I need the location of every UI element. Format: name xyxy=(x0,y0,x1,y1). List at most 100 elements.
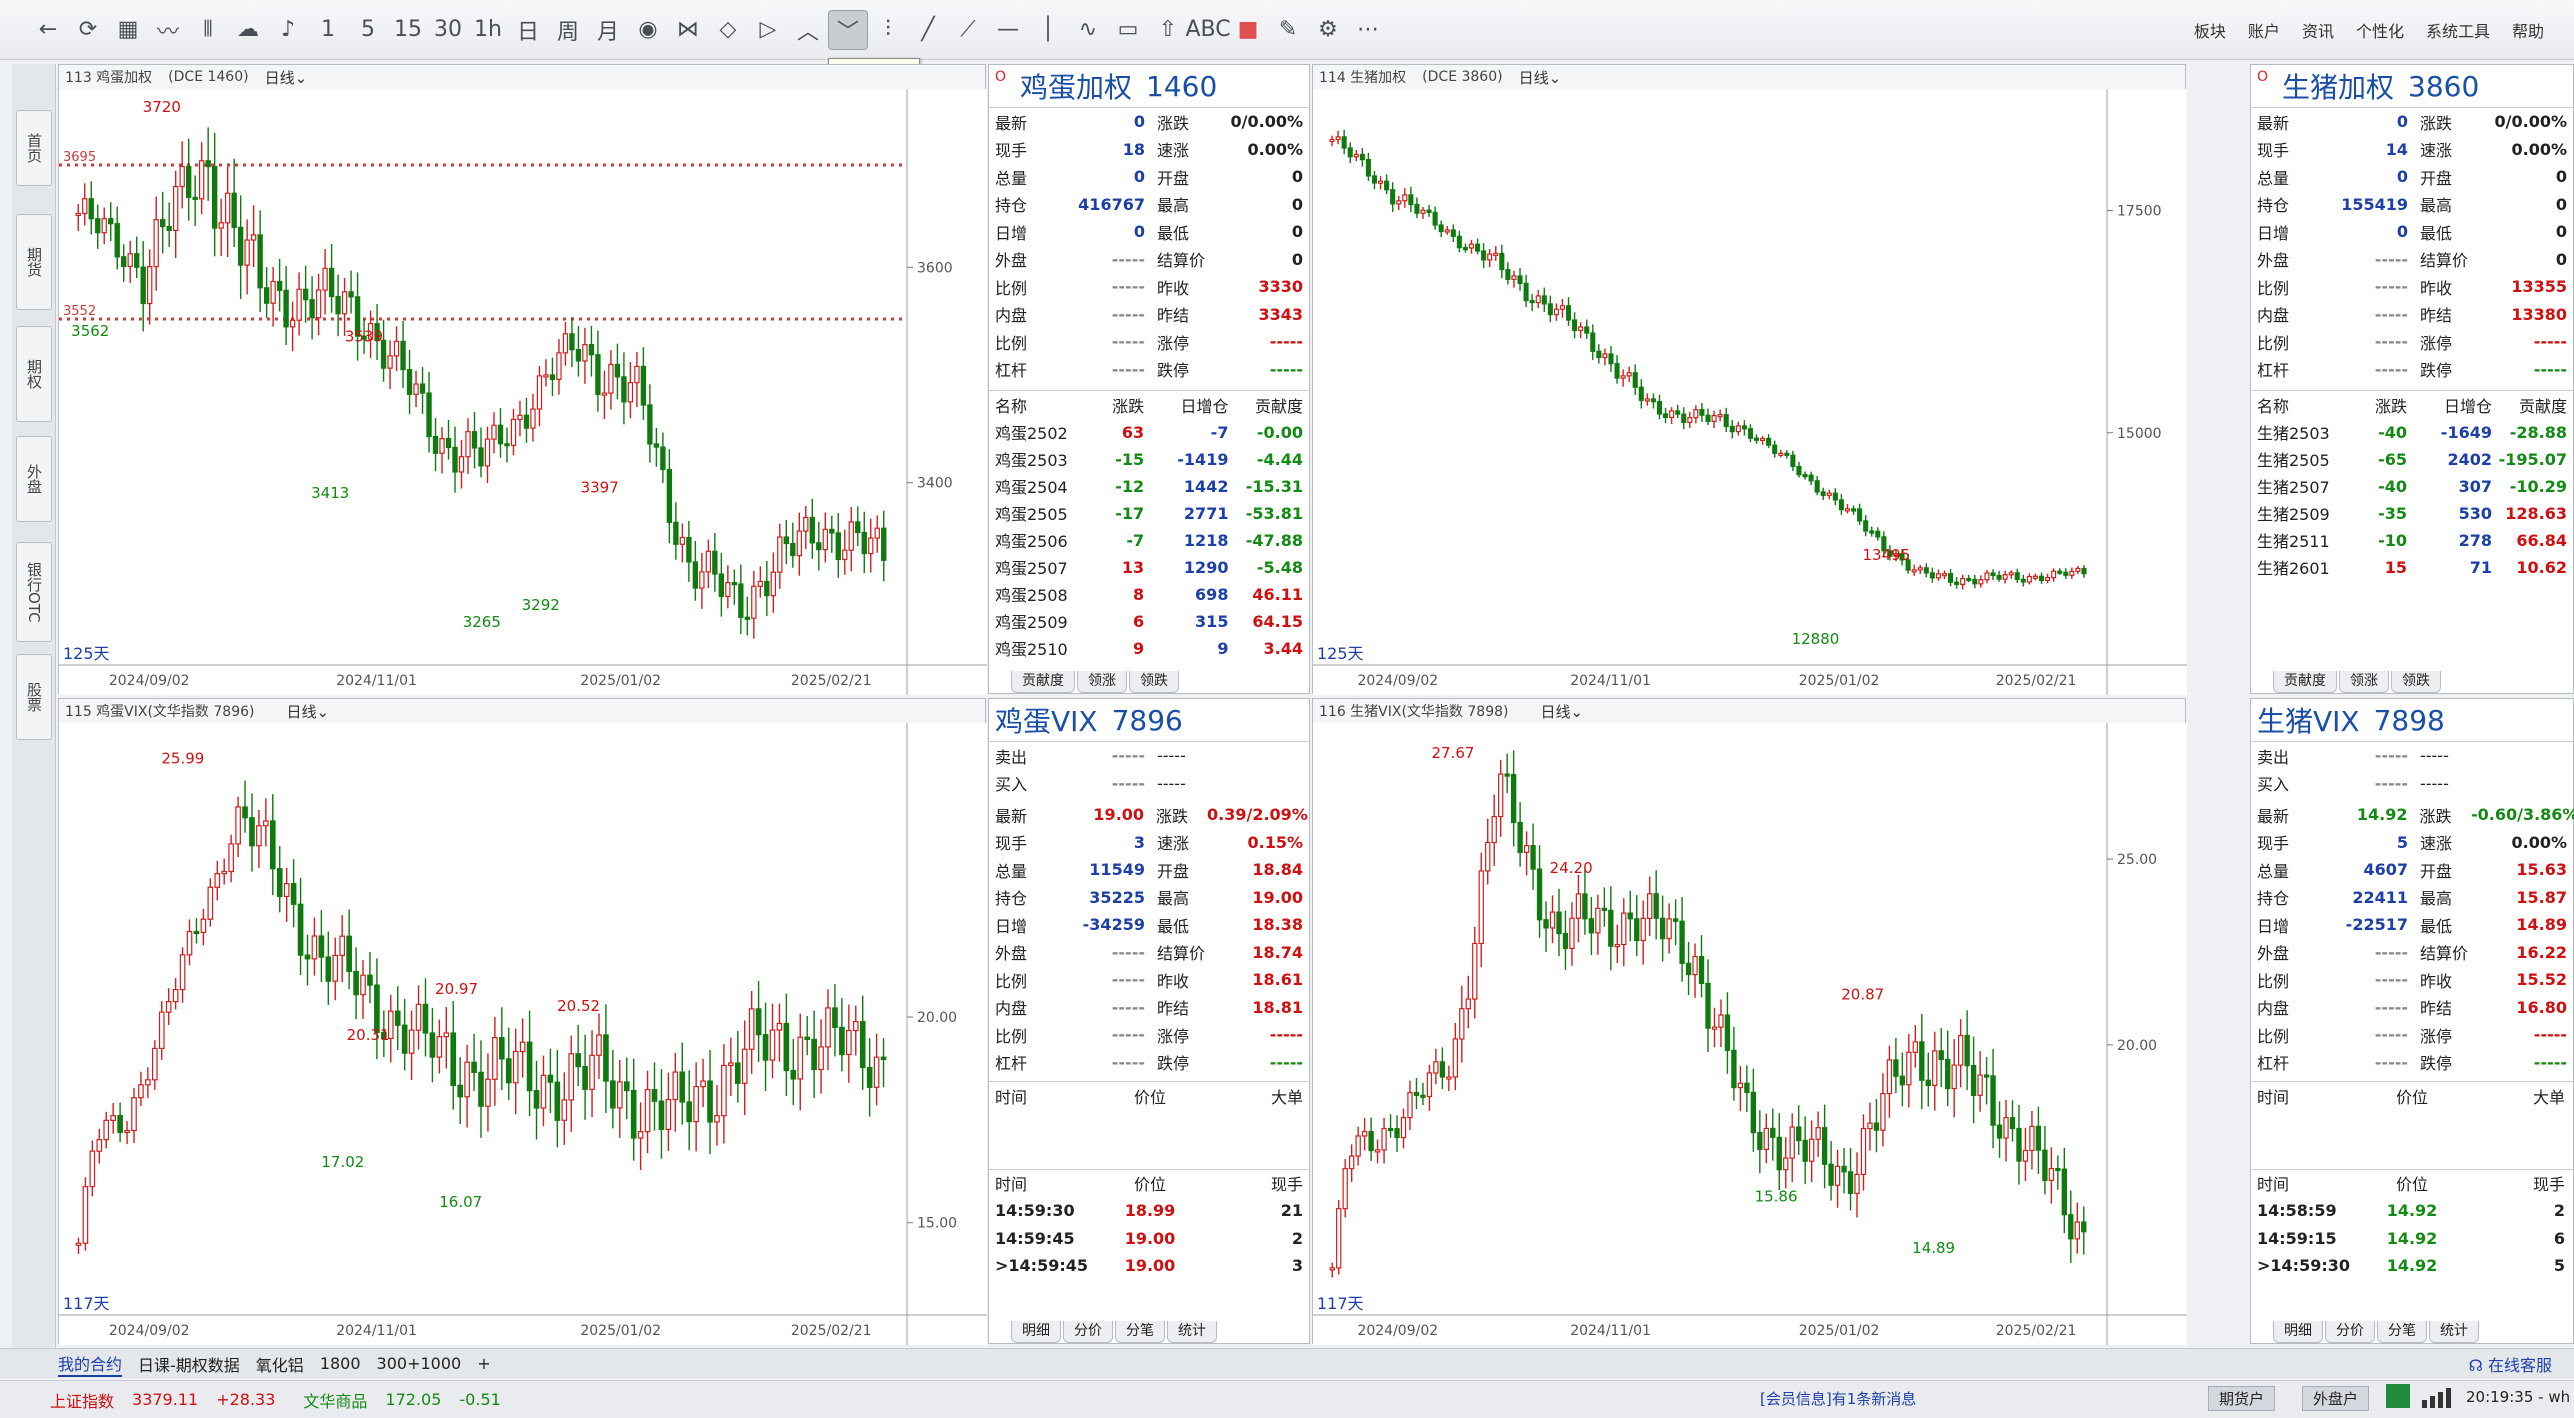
quote-subtab[interactable]: 分价 xyxy=(1063,1321,1113,1343)
quote-subtab[interactable]: 明细 xyxy=(1011,1321,1061,1343)
contract-list-row[interactable]: 鸡蛋2503 -15 -1419 -4.44 xyxy=(995,446,1303,473)
chart-line-icon[interactable]: 〰 xyxy=(156,19,179,45)
quote-subtab[interactable]: 分价 xyxy=(2325,1321,2375,1343)
menu-item[interactable]: 帮助 xyxy=(2511,22,2544,41)
up-arrow-icon[interactable]: ⇧ xyxy=(1158,17,1178,42)
futures-account-button[interactable]: 期货户 xyxy=(2208,1386,2276,1411)
candlestick-chart[interactable]: 25.00 20.00 27.67 24.20 15.86 20.87 14.89 117天 2… xyxy=(1313,723,2187,1345)
arrow-right-icon[interactable]: ▷ xyxy=(759,17,777,42)
bowtie-icon[interactable]: ⋈ xyxy=(677,17,699,42)
period-button-7[interactable]: 1 xyxy=(321,17,335,42)
contract-list-row[interactable]: 鸡蛋2508 8 698 46.11 xyxy=(995,581,1303,608)
bottom-tab[interactable]: 1800 xyxy=(319,1354,361,1373)
period-button-8[interactable]: 5 xyxy=(361,17,375,42)
more-icon[interactable]: ⋯ xyxy=(1357,17,1379,42)
period-dropdown[interactable]: 日线⌄ xyxy=(265,67,308,88)
period-button-11[interactable]: 1h xyxy=(474,17,502,42)
chevron-up-icon[interactable]: ︿ xyxy=(796,19,819,45)
vline-icon[interactable]: │ xyxy=(1041,17,1055,42)
candlestick-chart[interactable]: 3600 3400 3695 3552 3720 3562 3539 3413 3397 3265… xyxy=(59,89,987,695)
period-button-14[interactable]: 月 xyxy=(596,19,619,45)
contract-list-row[interactable]: 鸡蛋2506 -7 1218 -47.88 xyxy=(995,527,1303,554)
online-service-link[interactable]: ☊ 在线客服 xyxy=(2468,1356,2552,1375)
menu-item[interactable]: 账户 xyxy=(2247,22,2280,41)
chart-panel[interactable]: 115 鸡蛋VIX(文华指数 7896) 日线⌄ 20.00 15.00 25.99 20… xyxy=(58,698,987,1345)
quote-subtab[interactable]: 贡献度 xyxy=(2273,671,2337,693)
sidebar-tab[interactable]: 外盘 xyxy=(16,436,52,522)
wave-icon[interactable]: ∿ xyxy=(1078,17,1098,42)
split-icon[interactable]: ⫶ xyxy=(885,17,891,42)
contract-list-row[interactable]: 鸡蛋2510 9 9 3.44 xyxy=(995,635,1303,662)
chevron-down-icon[interactable]: ﹀ xyxy=(828,9,868,50)
chart-panel[interactable]: 116 生猪VIX(文华指数 7898) 日线⌄ 25.00 20.00 27.67 24… xyxy=(1312,698,2187,1345)
chart-panel[interactable]: 114 生猪加权 (DCE 3860) 日线⌄ 17500 15000 13495 1288… xyxy=(1312,64,2187,695)
bottom-tab[interactable]: 日课-期权数据 xyxy=(138,1355,240,1375)
period-dropdown[interactable]: 日线⌄ xyxy=(286,701,329,722)
candle-body xyxy=(1886,1059,1893,1095)
quote-subtab[interactable]: 领跌 xyxy=(1129,671,1179,693)
period-dropdown[interactable]: 日线⌄ xyxy=(1519,67,1562,88)
gear-icon[interactable]: ⚙ xyxy=(1318,17,1338,42)
member-message[interactable]: [会员信息]有1条新消息 xyxy=(1760,1390,1917,1408)
period-button-12[interactable]: 日 xyxy=(516,19,539,45)
contract-list-row[interactable]: 生猪2509 -35 530 128.63 xyxy=(2257,500,2567,527)
kline-icon[interactable]: ⫴ xyxy=(203,17,213,42)
quote-subtab[interactable]: 统计 xyxy=(2429,1321,2479,1343)
contract-list-row[interactable]: 生猪2505 -65 2402 -195.07 xyxy=(2257,446,2567,473)
bottom-tab[interactable]: 300+1000 xyxy=(376,1354,462,1373)
index1-name[interactable]: 上证指数 xyxy=(50,1391,115,1411)
chart-panel[interactable]: 113 鸡蛋加权 (DCE 1460) 日线⌄ 3600 3400 3695 3552 372… xyxy=(58,64,987,695)
candlestick-chart[interactable]: 20.00 15.00 25.99 20.31 17.02 20.97 16.07 20.52… xyxy=(59,723,987,1345)
contract-list-row[interactable]: 鸡蛋2509 6 315 64.15 xyxy=(995,608,1303,635)
menu-item[interactable]: 资讯 xyxy=(2301,22,2334,41)
quote-subtab[interactable]: 统计 xyxy=(1167,1321,1217,1343)
arrow-left-icon[interactable]: ◇ xyxy=(719,17,737,42)
contract-list-row[interactable]: 鸡蛋2504 -12 1442 -15.31 xyxy=(995,473,1303,500)
quote-subtab[interactable]: 领跌 xyxy=(2391,671,2441,693)
foreign-account-button[interactable]: 外盘户 xyxy=(2302,1386,2370,1411)
eye-icon[interactable]: ◉ xyxy=(638,17,658,42)
sidebar-tab[interactable]: 银行OTC xyxy=(16,542,52,642)
draw-line-icon[interactable]: ╱ xyxy=(921,17,935,42)
sidebar-tab[interactable]: 期货 xyxy=(16,214,52,310)
contract-list-row[interactable]: 生猪2503 -40 -1649 -28.88 xyxy=(2257,419,2567,446)
quote-subtab[interactable]: 分笔 xyxy=(2377,1321,2427,1343)
period-button-10[interactable]: 30 xyxy=(434,17,462,42)
quote-subtab[interactable]: 明细 xyxy=(2273,1321,2323,1343)
refresh-icon[interactable]: ⟳ xyxy=(78,17,98,42)
period-button-13[interactable]: 周 xyxy=(556,19,579,45)
index2-name[interactable]: 文华商品 xyxy=(303,1391,368,1411)
candlestick-chart[interactable]: 17500 15000 13495 12880 125天 2024/09/02 2024/1… xyxy=(1313,89,2187,695)
contract-list-row[interactable]: 生猪2507 -40 307 -10.29 xyxy=(2257,473,2567,500)
period-dropdown[interactable]: 日线⌄ xyxy=(1540,701,1583,722)
contract-list-row[interactable]: 鸡蛋2502 63 -7 -0.00 xyxy=(995,419,1303,446)
color-block-icon[interactable]: ■ xyxy=(1237,17,1259,42)
eraser-icon[interactable]: ✎ xyxy=(1278,17,1298,42)
period-button-29[interactable]: ABC xyxy=(1185,17,1231,42)
contract-list-row[interactable]: 生猪2601 15 71 10.62 xyxy=(2257,554,2567,581)
bell-icon[interactable]: ♪ xyxy=(280,17,296,42)
sidebar-tab[interactable]: 股票 xyxy=(16,654,52,740)
quote-subtab[interactable]: 贡献度 xyxy=(1011,671,1075,693)
rect-icon[interactable]: ▭ xyxy=(1117,17,1139,42)
sidebar-tab[interactable]: 首页 xyxy=(16,110,52,186)
ray-icon[interactable]: ⟋ xyxy=(960,17,976,42)
bottom-tab[interactable]: 氧化铝 xyxy=(255,1355,304,1375)
menu-item[interactable]: 个性化 xyxy=(2355,22,2404,41)
period-button-9[interactable]: 15 xyxy=(394,17,422,42)
contract-list-row[interactable]: 生猪2511 -10 278 66.84 xyxy=(2257,527,2567,554)
grid-icon[interactable]: ▦ xyxy=(117,17,139,42)
quote-subtab[interactable]: 领涨 xyxy=(1077,671,1127,693)
cloud-icon[interactable]: ☁ xyxy=(237,17,259,42)
quote-subtab[interactable]: 领涨 xyxy=(2339,671,2389,693)
back-icon[interactable]: ← xyxy=(38,17,58,42)
contract-list-row[interactable]: 鸡蛋2505 -17 2771 -53.81 xyxy=(995,500,1303,527)
quote-subtab[interactable]: 分笔 xyxy=(1115,1321,1165,1343)
contract-list-row[interactable]: 鸡蛋2507 13 1290 -5.48 xyxy=(995,554,1303,581)
sidebar-tab[interactable]: 期权 xyxy=(16,326,52,422)
menu-item[interactable]: 板块 xyxy=(2193,22,2226,41)
hline-icon[interactable]: — xyxy=(997,17,1019,42)
menu-item[interactable]: 系统工具 xyxy=(2425,22,2490,41)
bottom-tab[interactable]: 我的合约 xyxy=(58,1351,123,1377)
bottom-tab[interactable]: + xyxy=(477,1354,491,1373)
